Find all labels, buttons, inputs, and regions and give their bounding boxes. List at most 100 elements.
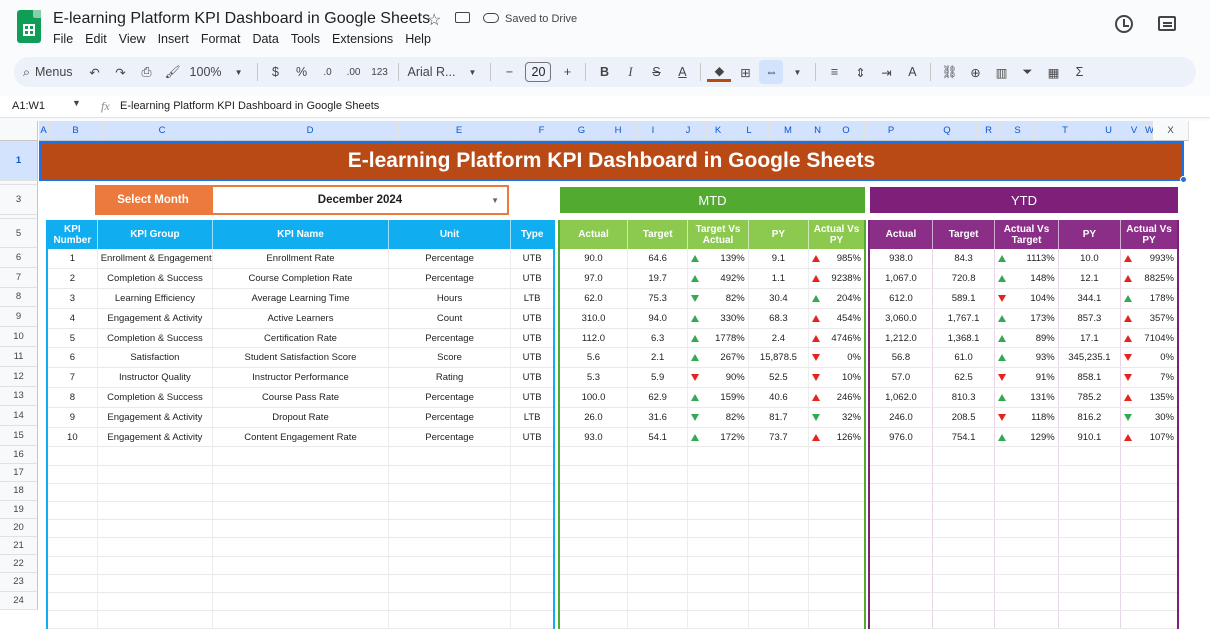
ytd-target-cell[interactable]: 62.5 <box>932 367 996 389</box>
unit-cell[interactable]: Percentage <box>388 328 512 349</box>
empty-cell[interactable] <box>1120 574 1179 593</box>
empty-cell[interactable] <box>687 446 749 466</box>
kpi-group-cell[interactable]: Instructor Quality <box>97 367 214 389</box>
empty-cell[interactable] <box>388 610 512 630</box>
row-header-10[interactable]: 10 <box>0 327 38 347</box>
mtd-actual-vs-py-cell[interactable]: 454% <box>808 308 866 329</box>
ytd-target-cell[interactable]: 810.3 <box>932 387 996 408</box>
empty-cell[interactable] <box>748 574 810 593</box>
text-rotation-icon[interactable]: A <box>908 65 917 79</box>
mtd-target-vs-actual-cell[interactable]: 82% <box>687 288 749 309</box>
empty-cell[interactable] <box>1058 483 1122 503</box>
empty-cell[interactable] <box>932 610 996 630</box>
empty-cell[interactable] <box>1120 610 1179 630</box>
empty-cell[interactable] <box>808 446 866 466</box>
unit-cell[interactable]: Percentage <box>388 407 512 428</box>
empty-cell[interactable] <box>687 483 749 503</box>
column-header-m[interactable]: M <box>769 121 808 141</box>
ytd-actual-vs-py-cell[interactable]: 178% <box>1120 288 1179 309</box>
kpi-name-cell[interactable]: Instructor Performance <box>212 367 389 389</box>
column-header-b[interactable]: B <box>49 121 103 141</box>
mtd-actual-vs-py-cell[interactable]: 10% <box>808 367 866 389</box>
row-header-21[interactable]: 21 <box>0 537 38 556</box>
sheets-logo-icon[interactable] <box>17 10 41 43</box>
kpi-group-cell[interactable]: Learning Efficiency <box>97 288 214 309</box>
ytd-actual-vs-target-cell[interactable]: 93% <box>994 347 1059 369</box>
mtd-actual-vs-py-cell[interactable]: 0% <box>808 347 866 369</box>
empty-cell[interactable] <box>47 537 98 557</box>
empty-cell[interactable] <box>932 574 996 593</box>
mtd-target-vs-actual-cell[interactable]: 330% <box>687 308 749 329</box>
empty-cell[interactable] <box>748 483 810 503</box>
empty-cell[interactable] <box>97 501 214 521</box>
empty-cell[interactable] <box>388 556 512 575</box>
empty-cell[interactable] <box>47 519 98 539</box>
mtd-py-cell[interactable]: 1.1 <box>748 268 810 290</box>
paint-format-icon[interactable]: 🖌 <box>164 64 181 79</box>
unit-cell[interactable]: Count <box>388 308 512 329</box>
mtd-actual-vs-py-cell[interactable]: 4746% <box>808 328 866 349</box>
empty-cell[interactable] <box>1058 610 1122 630</box>
empty-cell[interactable] <box>388 574 512 593</box>
print-icon[interactable]: ⎙ <box>141 64 152 79</box>
row-header-17[interactable]: 17 <box>0 464 38 483</box>
empty-cell[interactable] <box>808 519 866 539</box>
column-header-q[interactable]: Q <box>918 121 977 141</box>
chevron-down-icon[interactable]: ▼ <box>491 196 499 205</box>
row-header-4[interactable]: 4 <box>0 215 38 219</box>
empty-cell[interactable] <box>869 592 933 612</box>
ytd-target-cell[interactable]: 208.5 <box>932 407 996 428</box>
empty-cell[interactable] <box>808 537 866 557</box>
empty-cell[interactable] <box>869 483 933 503</box>
mtd-actual-vs-py-cell[interactable]: 204% <box>808 288 866 309</box>
unit-cell[interactable]: Rating <box>388 367 512 389</box>
empty-cell[interactable] <box>994 501 1059 521</box>
empty-cell[interactable] <box>97 592 214 612</box>
empty-cell[interactable] <box>627 465 689 484</box>
kpi-name-cell[interactable]: Course Pass Rate <box>212 387 389 408</box>
column-header-a[interactable]: A <box>39 121 49 141</box>
kpi-number-cell[interactable]: 2 <box>47 268 98 290</box>
empty-cell[interactable] <box>510 574 555 593</box>
kpi-number-cell[interactable]: 9 <box>47 407 98 428</box>
empty-cell[interactable] <box>97 483 214 503</box>
empty-cell[interactable] <box>932 483 996 503</box>
insert-comment-icon[interactable]: ⊕ <box>970 65 981 80</box>
empty-cell[interactable] <box>1120 592 1179 612</box>
column-header-i[interactable]: I <box>637 121 670 141</box>
empty-cell[interactable] <box>47 465 98 484</box>
mtd-target-cell[interactable]: 64.6 <box>627 249 689 270</box>
row-header-11[interactable]: 11 <box>0 347 38 367</box>
menu-help[interactable]: Help <box>405 32 431 46</box>
ytd-target-cell[interactable]: 1,368.1 <box>932 328 996 349</box>
ytd-py-cell[interactable]: 345,235.1 <box>1058 347 1122 369</box>
star-icon[interactable]: ☆ <box>427 12 442 29</box>
empty-cell[interactable] <box>687 592 749 612</box>
mtd-target-cell[interactable]: 6.3 <box>627 328 689 349</box>
mtd-actual-cell[interactable]: 112.0 <box>559 328 628 349</box>
ytd-actual-vs-target-cell[interactable]: 104% <box>994 288 1059 309</box>
empty-cell[interactable] <box>510 556 555 575</box>
kpi-name-cell[interactable]: Course Completion Rate <box>212 268 389 290</box>
empty-cell[interactable] <box>212 574 389 593</box>
empty-cell[interactable] <box>627 574 689 593</box>
ytd-py-cell[interactable]: 17.1 <box>1058 328 1122 349</box>
empty-cell[interactable] <box>932 592 996 612</box>
empty-cell[interactable] <box>510 610 555 630</box>
empty-cell[interactable] <box>932 501 996 521</box>
mtd-py-cell[interactable]: 9.1 <box>748 249 810 270</box>
empty-cell[interactable] <box>627 483 689 503</box>
empty-cell[interactable] <box>627 519 689 539</box>
mtd-actual-vs-py-cell[interactable]: 9238% <box>808 268 866 290</box>
ytd-actual-vs-target-cell[interactable]: 118% <box>994 407 1059 428</box>
row-header-2[interactable]: 2 <box>0 181 38 185</box>
type-cell[interactable]: UTB <box>510 328 555 349</box>
empty-cell[interactable] <box>97 537 214 557</box>
ytd-actual-vs-py-cell[interactable]: 0% <box>1120 347 1179 369</box>
move-folder-icon[interactable] <box>455 12 470 23</box>
empty-cell[interactable] <box>510 537 555 557</box>
empty-cell[interactable] <box>932 446 996 466</box>
empty-cell[interactable] <box>1120 465 1179 484</box>
borders-icon[interactable]: ⊞ <box>740 65 751 80</box>
empty-cell[interactable] <box>559 574 628 593</box>
